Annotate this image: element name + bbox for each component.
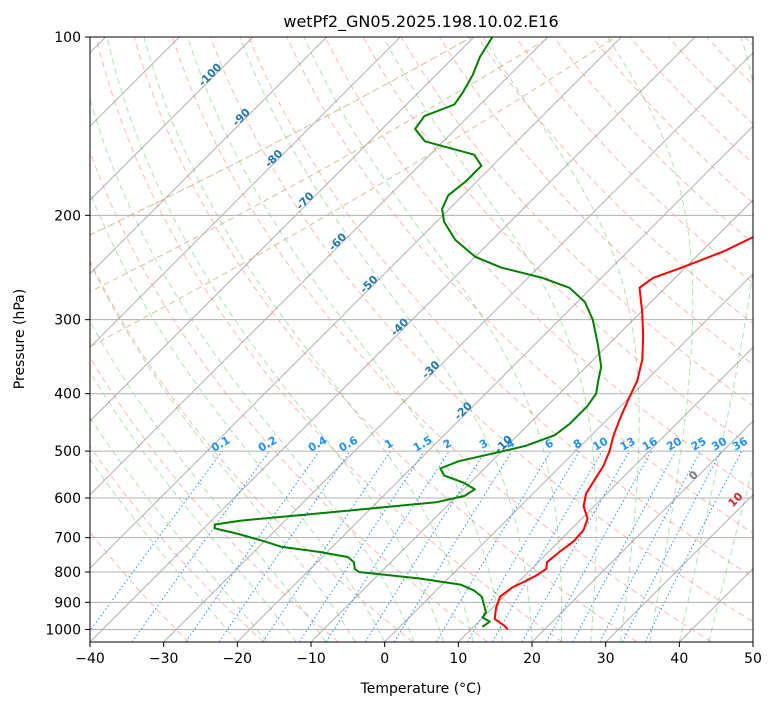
- x-tick-label: −40: [75, 651, 105, 667]
- y-tick-label: 500: [54, 444, 81, 460]
- x-tick-label: 50: [744, 651, 762, 667]
- x-tick-label: −20: [223, 651, 253, 667]
- x-tick-label: 20: [523, 651, 541, 667]
- y-tick-label: 1000: [45, 622, 81, 638]
- x-tick-label: −10: [296, 651, 326, 667]
- y-tick-label: 800: [54, 565, 81, 581]
- x-axis-label: Temperature (°C): [360, 681, 482, 697]
- chart-title: wetPf2_GN05.2025.198.10.02.E16: [283, 12, 558, 32]
- x-tick-label: −30: [149, 651, 179, 667]
- x-tick-label: 10: [449, 651, 467, 667]
- x-tick-label: 30: [597, 651, 615, 667]
- y-tick-label: 900: [54, 595, 81, 611]
- y-axis-label: Pressure (hPa): [12, 289, 28, 389]
- y-tick-label: 700: [54, 531, 81, 547]
- y-tick-label: 300: [54, 313, 81, 329]
- y-tick-label: 100: [54, 30, 81, 46]
- y-tick-label: 200: [54, 208, 81, 224]
- x-tick-label: 0: [380, 651, 389, 667]
- x-tick-label: 40: [670, 651, 688, 667]
- y-tick-label: 400: [54, 387, 81, 403]
- y-tick-label: 600: [54, 491, 81, 507]
